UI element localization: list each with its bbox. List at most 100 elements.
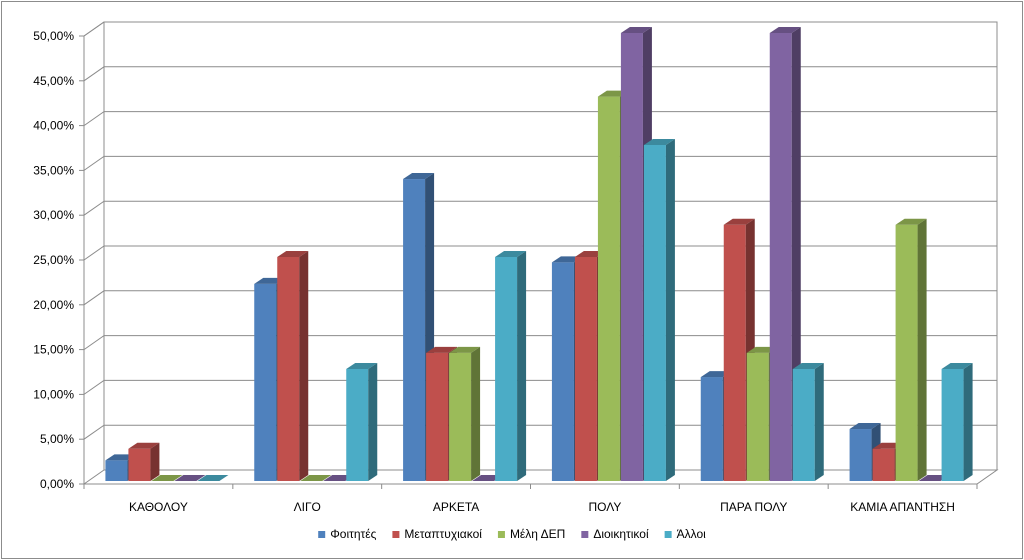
bar xyxy=(300,475,332,481)
gridline xyxy=(83,379,997,395)
bar-front xyxy=(769,33,792,481)
bar-top xyxy=(426,346,458,353)
bar-front xyxy=(643,145,666,481)
legend: Φοιτητές Μεταπτυχιακοί Μέλη ΔΕΠ Διοικητικοί… xyxy=(318,527,706,541)
y-tick-label: 20,00% xyxy=(33,298,74,312)
bar xyxy=(277,251,309,481)
legend-item: Διοικητικοί xyxy=(581,527,649,541)
y-tick-label: 40,00% xyxy=(33,119,74,133)
bar-front xyxy=(426,352,449,481)
bar-front xyxy=(700,377,723,481)
gridline xyxy=(83,21,997,37)
gridline xyxy=(83,290,997,306)
legend-item: Μέλη ΔΕΠ xyxy=(497,527,565,541)
gridline xyxy=(83,335,997,351)
x-category-label: ΚΑΘΟΛΟΥ xyxy=(129,500,188,514)
bar-front xyxy=(105,460,128,481)
bar-top xyxy=(643,139,675,145)
bar-side xyxy=(665,139,675,481)
bar-top xyxy=(403,173,435,180)
x-category-label: ΑΡΚΕΤΑ xyxy=(433,500,479,514)
x-category-label: ΠΑΡΑ ΠΟΛΥ xyxy=(720,500,787,514)
bar-front xyxy=(551,262,574,481)
bar-top xyxy=(277,251,309,257)
bars xyxy=(105,27,973,481)
bar-side xyxy=(517,251,527,481)
y-tick-label: 35,00% xyxy=(33,163,74,177)
bar xyxy=(495,251,527,481)
bar-top xyxy=(723,218,755,225)
bar xyxy=(895,218,927,481)
legend-swatch xyxy=(581,531,589,538)
y-tick-label: 5,00% xyxy=(40,432,74,446)
legend-swatch xyxy=(497,531,505,538)
bar-side xyxy=(150,442,160,481)
y-tick-label: 25,00% xyxy=(33,253,74,267)
y-tick-label: 45,00% xyxy=(33,74,74,88)
bar-top xyxy=(769,27,801,33)
bar-side xyxy=(963,363,973,481)
bar-front xyxy=(346,369,369,481)
bar-top xyxy=(895,218,927,225)
bar-front xyxy=(128,448,151,481)
bar-top xyxy=(346,363,378,369)
bar-top xyxy=(849,423,881,430)
bar-top xyxy=(495,251,527,257)
bar xyxy=(643,139,675,481)
bar-front xyxy=(449,352,472,481)
x-axis-categories: ΚΑΘΟΛΟΥ ΛΙΓΟ ΑΡΚΕΤΑ ΠΟΛΥ ΠΑΡΑ ΠΟΛΥ ΚΑΜΙΑ ΑΠΑΝ… xyxy=(83,484,978,514)
bar-side xyxy=(299,251,309,481)
bar-side xyxy=(471,346,481,481)
bar xyxy=(151,475,183,481)
legend-label: Διοικητικοί xyxy=(593,527,649,541)
gridline xyxy=(83,424,997,440)
legend-swatch xyxy=(664,531,672,538)
gridlines xyxy=(79,21,997,485)
bar-front xyxy=(597,96,620,481)
bar-top xyxy=(620,27,652,33)
y-tick-label: 50,00% xyxy=(33,29,74,43)
y-tick-label: 30,00% xyxy=(33,208,74,222)
gridline xyxy=(83,200,997,216)
bar-front xyxy=(872,448,895,481)
bar-side xyxy=(917,218,927,481)
legend-item: Άλλοι xyxy=(664,527,707,541)
bar-front xyxy=(277,257,300,481)
bar-front xyxy=(495,257,518,481)
legend-label: Μεταπτυχιακοί xyxy=(404,527,482,541)
legend-label: Φοιτητές xyxy=(330,527,376,541)
bar xyxy=(346,363,378,481)
bar-front xyxy=(746,352,769,481)
x-category-label: ΚΑΜΙΑ ΑΠΑΝΤΗΣΗ xyxy=(850,500,955,514)
bar-front xyxy=(723,224,746,481)
bar-front xyxy=(574,257,597,481)
bar-top xyxy=(449,346,481,353)
bar xyxy=(449,346,481,481)
bar-front xyxy=(895,224,918,481)
legend-item: Φοιτητές xyxy=(318,527,377,541)
bar-front xyxy=(403,179,426,481)
bar-top xyxy=(941,363,973,369)
bar-top xyxy=(128,442,160,449)
bar-front xyxy=(254,283,277,481)
bar-top xyxy=(151,475,183,481)
bar-front xyxy=(620,33,643,481)
y-tick-label: 15,00% xyxy=(33,343,74,357)
gridline xyxy=(83,111,997,127)
bar xyxy=(941,363,973,481)
bar-front xyxy=(941,369,964,481)
legend-swatch xyxy=(318,531,326,538)
chart-walls xyxy=(82,21,999,485)
legend-item: Μεταπτυχιακοί xyxy=(392,527,482,541)
legend-label: Μέλη ΔΕΠ xyxy=(510,527,565,541)
bar-top xyxy=(792,363,824,369)
gridline xyxy=(83,155,997,171)
legend-label: Άλλοι xyxy=(677,527,707,541)
gridline xyxy=(83,66,997,82)
bar xyxy=(792,363,824,481)
legend-swatch xyxy=(392,531,400,538)
y-tick-label: 0,00% xyxy=(40,477,74,491)
y-tick-label: 10,00% xyxy=(33,387,74,401)
